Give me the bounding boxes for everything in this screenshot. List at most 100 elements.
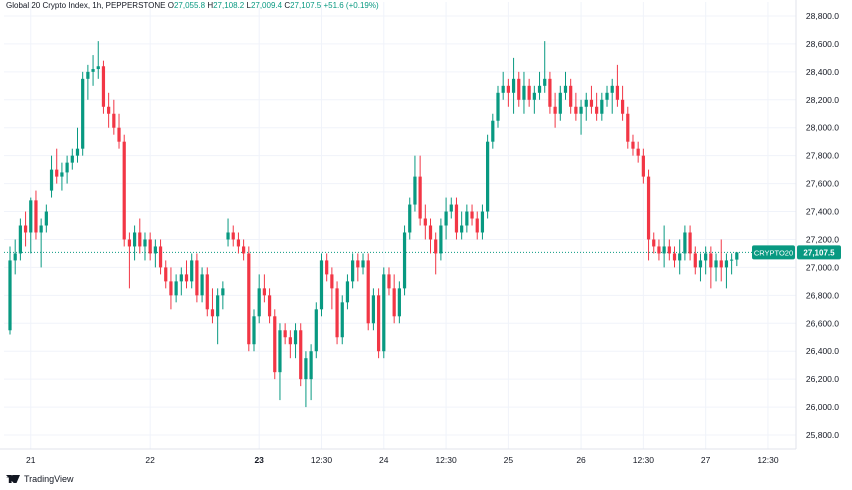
- candle-body: [283, 330, 287, 338]
- candle-body: [158, 246, 163, 268]
- candle-body: [558, 92, 562, 114]
- x-tick-label: 12:30: [435, 455, 457, 465]
- candle-body: [511, 78, 516, 93]
- candle-body: [423, 218, 427, 226]
- candle-body: [402, 232, 407, 289]
- candle-body: [252, 316, 256, 345]
- candle-body: [667, 246, 671, 254]
- candle-body: [242, 246, 246, 254]
- candle-body: [148, 239, 152, 254]
- candle-body: [631, 141, 635, 149]
- low-label: L: [246, 1, 251, 10]
- y-tick-label: 27,400.0: [806, 207, 839, 217]
- candle-body: [501, 85, 505, 93]
- candle-body: [704, 253, 708, 261]
- candle-body: [662, 246, 666, 254]
- candle-body: [13, 253, 17, 261]
- y-tick-label: 27,000.0: [806, 262, 839, 272]
- tradingview-icon: [6, 475, 20, 483]
- x-tick-label: 26: [576, 455, 586, 465]
- price-tag-bg: [797, 245, 841, 260]
- candle-body: [641, 155, 645, 177]
- candle-body: [18, 225, 22, 254]
- change-value: +51.6 (+0.19%): [323, 1, 379, 10]
- close-label: C: [284, 1, 291, 10]
- candle-body: [600, 99, 604, 114]
- candle-body: [231, 232, 235, 240]
- candle-body: [200, 274, 204, 296]
- candle-body: [652, 239, 656, 247]
- candle-body: [96, 66, 100, 70]
- y-tick-label: 26,400.0: [806, 346, 839, 356]
- candle-body: [195, 260, 199, 296]
- x-tick-label: 12:30: [633, 455, 655, 465]
- candle-body: [340, 302, 344, 338]
- candle-body: [23, 225, 28, 233]
- candle-body: [325, 260, 329, 275]
- candle-body: [522, 85, 526, 100]
- candle-body: [112, 113, 116, 128]
- symbol-legend: Global 20 Crypto Index, 1h, PEPPERSTONE …: [6, 0, 379, 11]
- candle-body: [730, 259, 734, 261]
- candle-body: [626, 113, 630, 142]
- candle-body: [408, 204, 412, 233]
- y-tick-label: 27,800.0: [806, 151, 839, 161]
- candle-body: [475, 218, 479, 233]
- candle-body: [91, 69, 95, 72]
- candle-body: [65, 162, 69, 173]
- y-tick-label: 27,600.0: [806, 179, 839, 189]
- candle-body: [262, 288, 266, 296]
- x-tick-label: 12:30: [757, 455, 779, 465]
- candle-body: [486, 141, 490, 212]
- symbol-tag-label: CRYPTO20: [754, 248, 793, 257]
- candle-body: [610, 85, 614, 93]
- candle-body: [527, 85, 531, 100]
- candle-body: [179, 274, 183, 282]
- candle-body: [434, 239, 438, 254]
- candle-body: [205, 274, 209, 310]
- candle-body: [86, 71, 90, 79]
- candle-body: [267, 295, 272, 317]
- candle-body: [55, 169, 59, 177]
- candle-body: [454, 204, 459, 233]
- x-tick-label: 21: [26, 455, 36, 465]
- candle-body: [60, 172, 64, 177]
- open-label: O: [167, 1, 174, 10]
- y-tick-label: 28,400.0: [806, 67, 839, 77]
- candle-body: [397, 288, 401, 317]
- candle-body: [184, 274, 189, 282]
- candle-body: [288, 337, 292, 345]
- candle-body: [127, 239, 132, 247]
- candle-body: [646, 176, 651, 240]
- candle-body: [724, 260, 729, 268]
- candle-body: [75, 148, 80, 156]
- candle-body: [444, 211, 448, 226]
- candle-body: [605, 92, 609, 100]
- x-tick-label: 12:30: [311, 455, 333, 465]
- candle-body: [470, 211, 474, 219]
- candle-body: [698, 260, 703, 268]
- candle-body: [101, 66, 106, 107]
- candle-body: [480, 211, 485, 233]
- candle-body: [247, 253, 251, 345]
- candle-body: [563, 85, 568, 93]
- candle-body: [537, 85, 542, 93]
- x-tick-label: 27: [701, 455, 711, 465]
- tradingview-logo[interactable]: TradingView: [6, 474, 74, 484]
- candle-body: [491, 120, 495, 142]
- y-tick-label: 26,200.0: [806, 374, 839, 384]
- candle-body: [672, 253, 677, 261]
- candle-body: [460, 225, 464, 233]
- candle-body: [657, 246, 661, 254]
- candle-body: [351, 260, 355, 282]
- candle-body: [44, 211, 48, 226]
- candle-body: [589, 99, 594, 107]
- close-value: 27,107.5: [290, 1, 322, 10]
- candle-body: [143, 239, 147, 247]
- candle-body: [413, 176, 417, 205]
- candle-body: [709, 253, 713, 268]
- candle-body: [615, 85, 620, 100]
- candle-body: [304, 358, 308, 380]
